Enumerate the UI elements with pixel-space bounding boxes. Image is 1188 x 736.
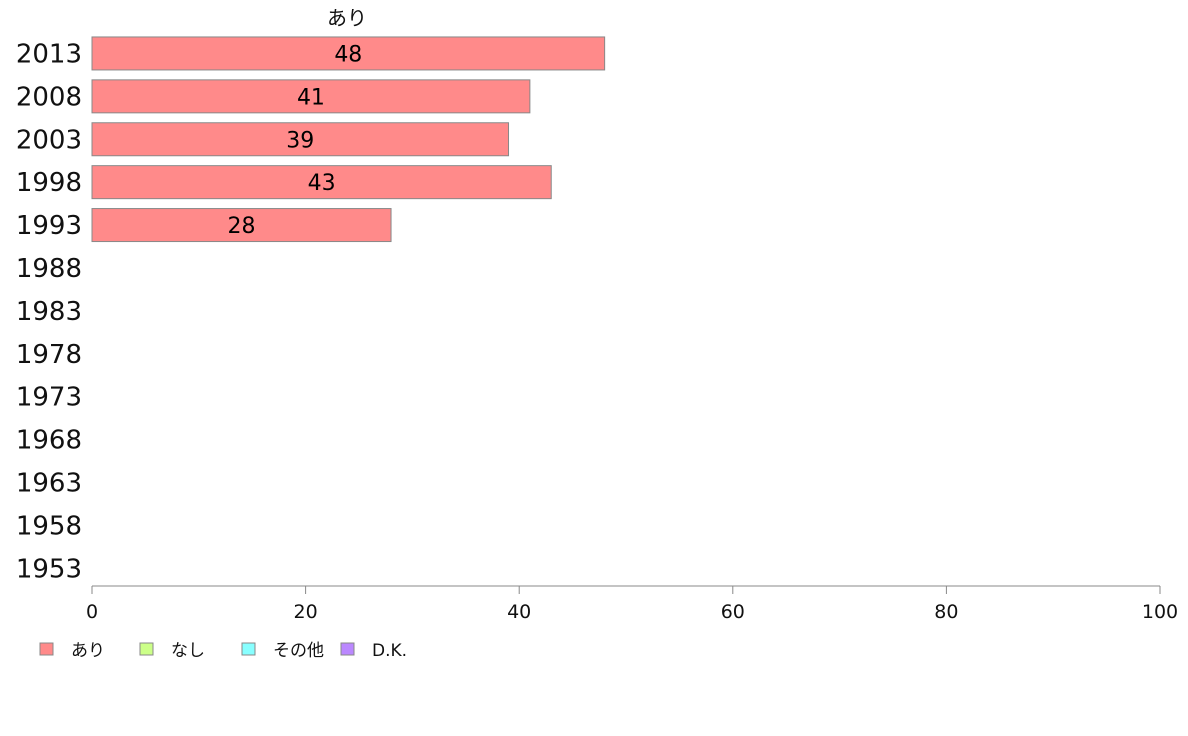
legend: あり なし その他 D.K.	[39, 641, 407, 661]
bar-value-label: 28	[228, 214, 256, 239]
legend-swatch	[139, 642, 154, 656]
x-tick-label: 100	[1142, 601, 1178, 623]
x-tick-label: 80	[934, 601, 958, 623]
x-tick-label: 60	[721, 601, 745, 623]
series-title: あり	[327, 6, 367, 30]
bar	[91, 165, 552, 200]
year-label: 1998	[16, 168, 82, 198]
year-label: 1958	[16, 511, 82, 541]
year-label: 1953	[16, 554, 82, 584]
x-tick-label: 0	[86, 601, 98, 623]
year-label: 1968	[16, 426, 82, 456]
year-label: 2003	[16, 125, 82, 155]
bar-value-label: 39	[286, 128, 314, 153]
x-tick-label: 40	[507, 601, 531, 623]
x-axis: 0 20 40 60 80 100	[86, 585, 1178, 623]
legend-swatch	[39, 642, 54, 656]
bar	[91, 208, 392, 243]
legend-swatch	[340, 642, 355, 656]
year-label: 1983	[16, 297, 82, 327]
year-label: 2013	[16, 39, 82, 69]
bars-group: 48 41 39 43 28	[91, 36, 606, 243]
bar-value-label: 41	[297, 85, 325, 110]
x-tick-label: 20	[294, 601, 318, 623]
year-label: 2008	[16, 82, 82, 112]
year-label: 1988	[16, 254, 82, 284]
bar	[91, 122, 510, 157]
bar-value-label: 43	[308, 171, 336, 196]
legend-label: その他	[273, 641, 324, 661]
year-label: 1993	[16, 211, 82, 241]
year-label: 1973	[16, 383, 82, 413]
bar	[91, 79, 531, 114]
legend-swatch	[241, 642, 256, 656]
legend-label: なし	[171, 641, 205, 661]
bar-value-label: 48	[334, 42, 362, 67]
year-label: 1978	[16, 340, 82, 370]
legend-label: D.K.	[372, 641, 407, 661]
year-labels: 2013 2008 2003 1998 1993 1988 1983 1978 1973 1968…	[16, 39, 82, 584]
bar	[91, 36, 606, 71]
year-label: 1963	[16, 468, 82, 498]
legend-label: あり	[71, 641, 105, 661]
